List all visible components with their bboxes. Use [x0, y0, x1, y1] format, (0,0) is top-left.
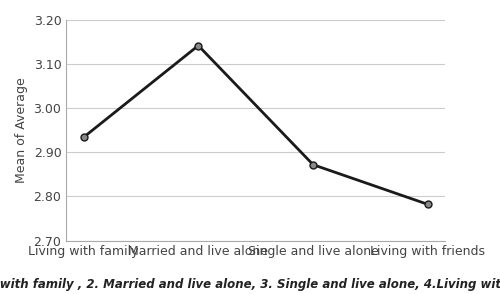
- Text: 1. Living with family , 2. Married and live alone, 3. Single and live alone, 4.L: 1. Living with family , 2. Married and l…: [0, 278, 500, 291]
- Y-axis label: Mean of Average: Mean of Average: [15, 77, 28, 183]
